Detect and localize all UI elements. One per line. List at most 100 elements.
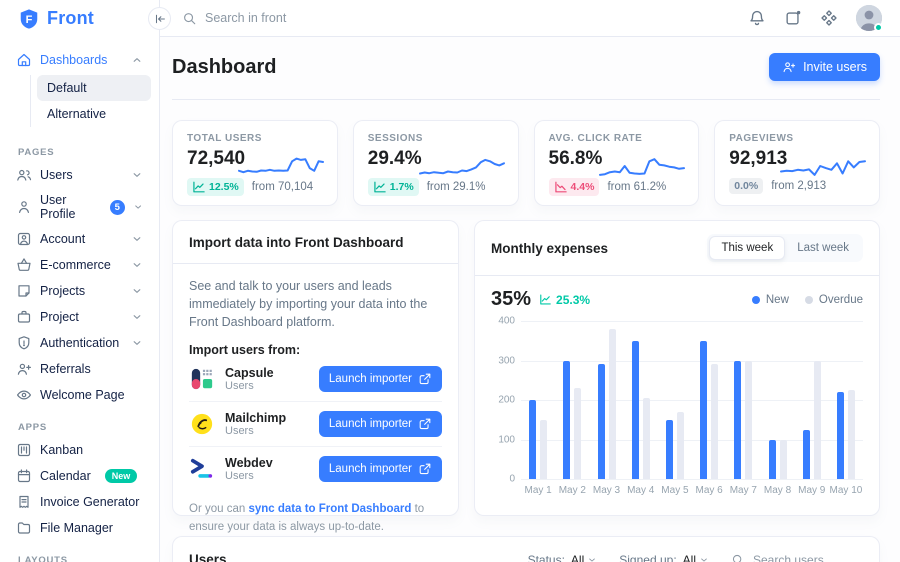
search-input[interactable] <box>205 11 425 25</box>
graph-up-icon <box>192 180 206 194</box>
source-meta: Webdev Users <box>225 456 273 482</box>
sidebar-item-dashboards[interactable]: Dashboards <box>8 47 151 73</box>
sidebar-item-authentication[interactable]: Authentication <box>8 330 151 356</box>
svg-text:F: F <box>26 14 33 26</box>
sidebar-item-label: Project <box>40 310 79 324</box>
sidebar-item-project[interactable]: Project <box>8 304 151 330</box>
brand-logo[interactable]: F Front <box>0 0 159 37</box>
sidebar-item-file-manager[interactable]: File Manager <box>8 515 151 541</box>
signed-up-filter[interactable]: Signed up: All <box>619 553 709 562</box>
page-header: Dashboard Invite users <box>172 53 880 100</box>
sidebar-item-account[interactable]: Account <box>8 226 151 252</box>
sidebar-item-label: Kanban <box>40 443 84 457</box>
sidebar-section-title: PAGES <box>18 147 55 158</box>
chevron-down-icon <box>699 555 709 562</box>
bell-icon[interactable] <box>748 9 766 27</box>
sidebar-collapse-button[interactable] <box>148 7 171 30</box>
legend-label: Overdue <box>818 293 863 306</box>
source-meta: Mailchimp Users <box>225 411 286 437</box>
sidebar-section-title: APPS <box>18 422 47 433</box>
bar-new <box>597 364 605 479</box>
brand-name: Front <box>47 8 94 28</box>
x-axis-label: May 2 <box>558 485 586 496</box>
bar-overdue <box>574 388 582 479</box>
sidebar-item-label: Dashboards <box>40 53 108 67</box>
bar-new <box>802 429 810 479</box>
bar-overdue <box>779 439 787 479</box>
chart-gridline <box>521 400 863 401</box>
capsule-logo <box>189 366 215 392</box>
invoice-icon <box>16 494 32 510</box>
sidebar-subitem-alternative[interactable]: Alternative <box>47 107 107 121</box>
stat-trend-value: 1.7% <box>389 181 414 193</box>
page-title: Dashboard <box>172 55 277 78</box>
stat-footer: 12.5% from 70,104 <box>187 178 323 196</box>
sidebar-item-users[interactable]: Users <box>8 162 151 188</box>
sidebar-subitem-default[interactable]: Default <box>37 75 151 101</box>
stat-card-sessions: SESSIONS 29.4% 1.7% from 29.1% <box>352 120 519 206</box>
ecommerce-icon <box>16 257 32 273</box>
bar-group-may-9 <box>795 321 829 479</box>
import-source-row-webdev: Webdev Users Launch importer <box>189 447 442 491</box>
mailchimp-logo <box>189 411 215 437</box>
webdev-logo <box>189 456 215 482</box>
stat-value: 92,913 <box>729 148 788 169</box>
diamonds-icon[interactable] <box>820 9 838 27</box>
sidebar-item-e-commerce[interactable]: E-commerce <box>8 252 151 278</box>
sidebar-item-label: Users <box>40 168 73 182</box>
box-dot-icon[interactable] <box>784 9 802 27</box>
bar-group-may-2 <box>555 321 589 479</box>
second-row: Import data into Front Dashboard See and… <box>172 220 880 533</box>
search-icon <box>731 553 745 562</box>
topbar-icons <box>748 5 883 32</box>
sidebar-item-invoice-generator[interactable]: Invoice Generator <box>8 489 151 515</box>
stat-card-avg-click-rate: AVG. CLICK RATE 56.8% 4.4% from 61.2% <box>533 120 700 206</box>
sync-data-link[interactable]: sync data to Front Dashboard <box>248 503 412 516</box>
users-controls: Status: All Signed up: All <box>528 552 863 562</box>
source-meta: Capsule Users <box>225 366 274 392</box>
bar-overdue <box>642 398 650 479</box>
sidebar-item-user-profile[interactable]: User Profile 5 <box>8 188 151 226</box>
invite-users-button[interactable]: Invite users <box>769 53 880 81</box>
launch-importer-button[interactable]: Launch importer <box>318 411 442 438</box>
sidebar-item-label: Invoice Generator <box>40 495 140 509</box>
toggle-this-week[interactable]: This week <box>709 236 786 260</box>
stat-value: 29.4% <box>367 148 422 169</box>
graph-up-icon <box>373 180 387 194</box>
sidebar-item-projects[interactable]: Projects <box>8 278 151 304</box>
bar-group-may-1 <box>521 321 555 479</box>
import-card-title: Import data into Front Dashboard <box>189 234 404 250</box>
launch-importer-button[interactable]: Launch importer <box>318 366 442 393</box>
status-filter[interactable]: Status: All <box>528 553 598 562</box>
users-search-input[interactable] <box>753 552 863 562</box>
person-plus-icon <box>782 60 796 74</box>
sidebar-item-kanban[interactable]: Kanban <box>8 437 151 463</box>
sidebar-item-calendar[interactable]: Calendar New <box>8 463 151 489</box>
sidebar-item-label: Projects <box>40 284 86 298</box>
expenses-metric-value: 35% <box>491 288 532 310</box>
users-icon <box>16 167 32 183</box>
stat-from-text: from 61.2% <box>607 181 667 193</box>
sidebar-item-welcome-page[interactable]: Welcome Page <box>8 382 151 408</box>
launch-importer-label: Launch importer <box>328 463 412 476</box>
legend-item-new: New <box>751 294 789 306</box>
shield-icon <box>16 335 32 351</box>
stat-trend-value: 0.0% <box>734 180 759 192</box>
import-card-header: Import data into Front Dashboard <box>173 221 458 264</box>
launch-importer-button[interactable]: Launch importer <box>318 456 442 483</box>
y-axis-tick: 0 <box>509 473 515 485</box>
kebab-menu-icon[interactable] <box>426 234 442 250</box>
sidebar-nav: Dashboards Default Alternative PAGES Users… <box>0 37 159 562</box>
legend-dot <box>804 295 813 304</box>
status-filter-label: Status: <box>527 552 565 562</box>
import-card-body: See and talk to your users and leads imm… <box>173 264 458 549</box>
toggle-last-week[interactable]: Last week <box>785 236 861 260</box>
bar-group-may-6 <box>692 321 726 479</box>
sidebar-item-referrals[interactable]: Referrals <box>8 356 151 382</box>
bar-new <box>836 392 844 479</box>
chevron-down-icon <box>131 311 143 323</box>
import-sources-list: Capsule Users Launch importer Mailchimp User… <box>189 357 442 491</box>
person-plus-icon <box>16 361 32 377</box>
avatar[interactable] <box>856 5 883 32</box>
